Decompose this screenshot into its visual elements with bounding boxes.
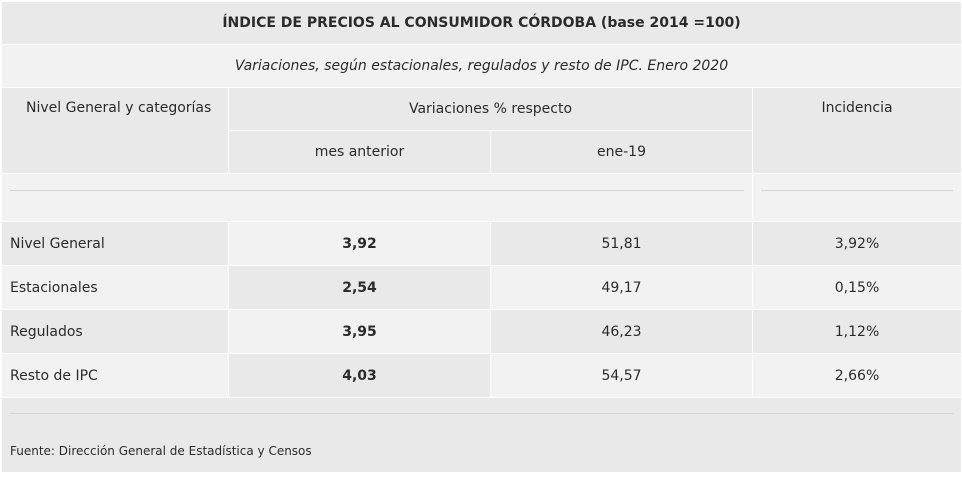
header-category: Nivel General y categorías — [1, 87, 229, 174]
cell-incidence: 1,12% — [751, 309, 962, 354]
row-label: Regulados — [1, 309, 229, 354]
table-row: Regulados 3,95 46,23 1,12% — [1, 309, 962, 354]
row-label: Estacionales — [1, 265, 229, 310]
row-label: Resto de IPC — [1, 353, 229, 398]
cell-incidence: 0,15% — [751, 265, 962, 310]
table-row: Resto de IPC 4,03 54,57 2,66% — [1, 353, 962, 398]
table-footer: Fuente: Dirección General de Estadística… — [0, 397, 962, 473]
row-label: Nivel General — [1, 221, 229, 266]
header-year-ago: ene-19 — [490, 130, 753, 174]
source-note: Fuente: Dirección General de Estadística… — [10, 444, 312, 458]
cell-year-ago: 54,57 — [490, 353, 753, 398]
cell-prev-month: 2,54 — [228, 265, 491, 310]
header-incidence: Incidencia — [751, 87, 962, 174]
divider — [761, 190, 954, 191]
header-prev-month: mes anterior — [228, 130, 491, 174]
cell-year-ago: 46,23 — [490, 309, 753, 354]
spacer-row — [1, 173, 753, 222]
header-variations: Variaciones % respecto — [228, 87, 753, 131]
divider — [10, 413, 954, 414]
table-row: Nivel General 3,92 51,81 3,92% — [1, 221, 962, 266]
cell-year-ago: 49,17 — [490, 265, 753, 310]
cell-incidence: 2,66% — [751, 353, 962, 398]
table-row: Estacionales 2,54 49,17 0,15% — [1, 265, 962, 310]
table-subtitle: Variaciones, según estacionales, regulad… — [0, 44, 962, 88]
table-title: ÍNDICE DE PRECIOS AL CONSUMIDOR CÓRDOBA … — [0, 1, 962, 45]
cell-prev-month: 4,03 — [228, 353, 491, 398]
divider — [10, 190, 744, 191]
spacer-cell — [751, 173, 962, 222]
cell-incidence: 3,92% — [751, 221, 962, 266]
cell-prev-month: 3,92 — [228, 221, 491, 266]
cell-year-ago: 51,81 — [490, 221, 753, 266]
cell-prev-month: 3,95 — [228, 309, 491, 354]
